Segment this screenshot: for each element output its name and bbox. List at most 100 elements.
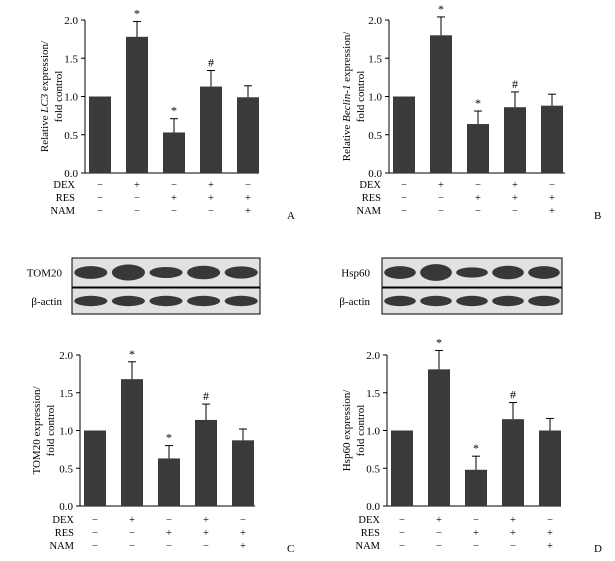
significance-mark: # [203,389,209,403]
condition-sign: − [129,528,135,539]
condition-sign: + [438,180,444,191]
condition-sign: + [203,515,209,526]
y-tick-label: 0.0 [368,168,382,180]
panel-letter: B [594,210,601,222]
condition-sign: + [547,528,553,539]
bar [158,458,180,506]
significance-mark: # [510,388,516,402]
significance-mark: # [208,55,214,69]
condition-sign: − [436,541,442,552]
condition-label: RES [55,528,74,539]
condition-label: DEX [359,180,381,191]
significance-mark: # [512,77,518,91]
y-tick-label: 1.5 [64,53,78,65]
significance-mark: * [436,335,442,349]
y-axis-label-part: LC3 [39,93,51,113]
bar [393,96,415,173]
y-tick-label: 0.5 [64,130,78,142]
blot-band [224,295,258,307]
y-tick-label: 0.0 [64,168,78,180]
bar [237,97,259,173]
bar [504,107,526,173]
y-tick-label: 2.0 [366,350,380,362]
condition-sign: + [240,528,246,539]
blot-band [187,295,221,307]
condition-label: RES [361,528,380,539]
western-blot-d: Hsp60 β-actin [339,257,563,315]
condition-sign: − [436,528,442,539]
condition-sign: + [129,515,135,526]
y-axis-label-part: fold control [45,405,57,457]
condition-sign: − [473,515,479,526]
y-axis-label-part: expression/ [341,31,353,85]
y-tick-label: 1.0 [59,426,73,438]
condition-sign: − [547,515,553,526]
blot-row-label: Hsp60 [341,268,370,280]
condition-label: RES [362,193,381,204]
condition-sign: + [510,528,516,539]
condition-sign: − [134,206,140,217]
bar [430,35,452,173]
condition-sign: − [438,206,444,217]
bar [391,430,413,506]
condition-sign: − [401,206,407,217]
y-tick-label: 1.0 [64,92,78,104]
condition-sign: + [208,193,214,204]
blot-band [74,295,108,307]
blot-band [420,264,452,281]
condition-sign: − [401,180,407,191]
y-tick-label: 1.5 [368,53,382,65]
condition-sign: − [166,541,172,552]
blot-band [149,295,183,307]
blot-band [492,265,524,280]
condition-sign: − [549,180,555,191]
condition-sign: − [92,515,98,526]
blot-band [224,266,258,279]
condition-label: DEX [52,515,74,526]
y-axis-label-part: expression/ [39,40,51,94]
panel-letter: D [594,543,602,555]
bar [467,124,489,173]
bar [428,369,450,506]
blot-row-label: β-actin [31,296,62,308]
blot-band [528,295,560,307]
blot-band [384,295,416,307]
condition-sign: − [473,541,479,552]
condition-sign: − [475,180,481,191]
condition-sign: − [438,193,444,204]
y-axis-label-part: TOM20 expression/ [31,386,43,475]
y-axis-label-part: fold control [53,71,65,123]
blot-band [149,266,183,279]
condition-sign: − [97,193,103,204]
condition-sign: + [134,180,140,191]
y-axis-label-part: Hsp60 expression/ [341,389,353,472]
condition-sign: − [512,206,518,217]
significance-mark: * [475,96,481,110]
y-axis-label-line: TOM20 expression/ [31,386,43,475]
bar [126,36,148,173]
bar [502,419,524,506]
condition-sign: + [245,206,251,217]
y-axis-label: Hsp60 expression/fold control [341,389,367,472]
condition-label: DEX [358,515,380,526]
condition-sign: − [134,193,140,204]
y-tick-label: 0.5 [368,130,382,142]
condition-sign: − [203,541,209,552]
y-axis-label-part: Relative [341,122,353,161]
condition-sign: + [549,193,555,204]
condition-sign: − [166,515,172,526]
condition-sign: − [171,206,177,217]
y-axis-label-line: fold control [53,71,65,123]
significance-mark: * [438,2,444,16]
y-axis-label-line: Relative Beclin-1 expression/ [341,31,353,161]
condition-label: NAM [49,541,74,552]
western-blot-c: TOM20 β-actin [27,257,261,315]
condition-sign: − [208,206,214,217]
y-axis-label-line: fold control [45,405,57,457]
panel-letter: A [287,210,295,222]
condition-sign: + [166,528,172,539]
blot-row-label: β-actin [339,296,370,308]
condition-sign: + [208,180,214,191]
bar [195,419,217,506]
condition-sign: − [92,541,98,552]
